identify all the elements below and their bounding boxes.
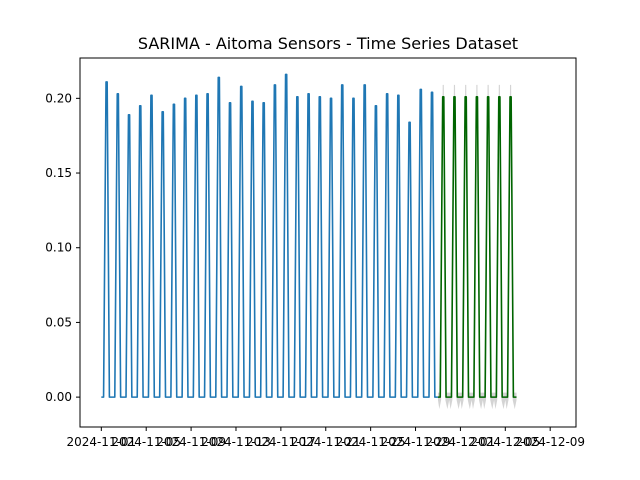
x-tick-label: 2024-12-09 <box>515 435 585 449</box>
x-tick-label: 2024-11-13 <box>201 435 271 449</box>
x-axis: 2024-11-012024-11-052024-11-092024-11-13… <box>66 427 585 449</box>
chart-title: SARIMA - Aitoma Sensors - Time Series Da… <box>138 34 518 53</box>
plot-layer <box>101 73 517 410</box>
x-tick-label: 2024-12-01 <box>426 435 496 449</box>
forecast-series-line <box>437 96 517 398</box>
x-tick-label: 2024-12-05 <box>470 435 540 449</box>
x-tick-label: 2024-11-21 <box>291 435 361 449</box>
y-tick-label: 0.15 <box>45 166 72 180</box>
axes-frame <box>79 57 577 428</box>
history-series-line <box>101 73 438 398</box>
y-tick-label: 0.00 <box>45 390 72 404</box>
y-tick-label: 0.20 <box>45 91 72 105</box>
y-tick-label: 0.05 <box>45 315 72 329</box>
y-tick-label: 0.10 <box>45 241 72 255</box>
x-tick-label: 2024-11-17 <box>246 435 316 449</box>
x-tick-label: 2024-11-25 <box>336 435 406 449</box>
y-axis: 0.00 0.05 0.10 0.15 0.20 <box>45 91 80 404</box>
x-tick-label: 2024-11-09 <box>156 435 226 449</box>
x-tick-label: 2024-11-29 <box>381 435 451 449</box>
x-tick-label: 2024-11-01 <box>66 435 136 449</box>
x-tick-label: 2024-11-05 <box>111 435 181 449</box>
